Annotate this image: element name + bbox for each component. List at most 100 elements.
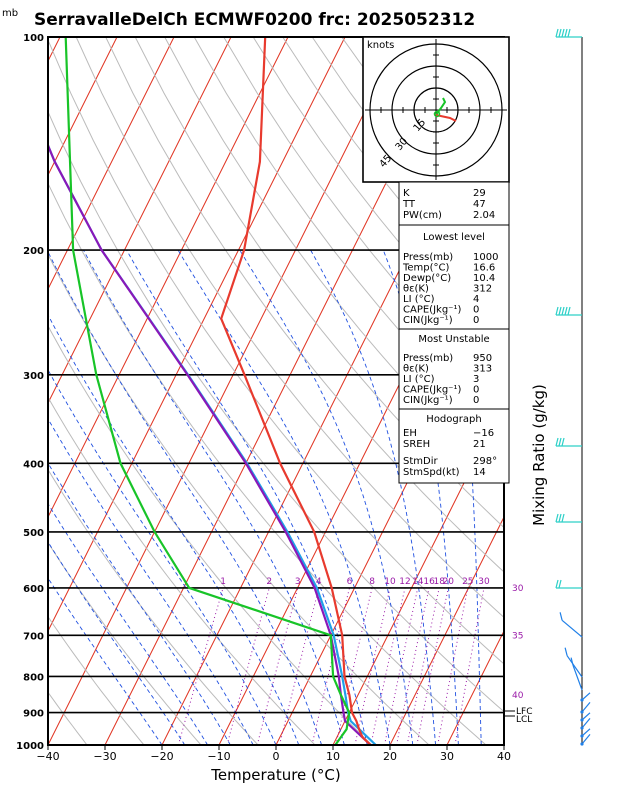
wind-barb-feather — [555, 306, 559, 316]
temperature-axis: −40 −30 −20 −10 0 10 20 30 40 — [36, 745, 511, 763]
indices-box-hodo — [398, 408, 510, 484]
indices-box-unstable — [398, 328, 510, 410]
wind-barb-staff — [566, 655, 583, 678]
temperature-tick-label: 0 — [273, 750, 280, 763]
index-label: CIN(Jkg⁻¹) — [403, 395, 453, 406]
mixing-ratio-label: 12 — [399, 577, 410, 587]
wind-barb-staff — [561, 619, 583, 638]
wind-barb-dot — [580, 726, 584, 730]
mixing-ratio-line — [279, 587, 320, 745]
isotherm-line — [0, 37, 3, 745]
moist-adiabat-line — [239, 249, 414, 745]
theta-labels: 30 35 40 — [512, 584, 524, 701]
index-value: 1000 — [473, 252, 498, 263]
indices-box-top — [398, 181, 510, 226]
isotherm-line — [389, 515, 504, 745]
wind-barb-staff — [581, 702, 591, 713]
isotherm-line — [48, 37, 232, 405]
hodograph-rings — [365, 39, 507, 180]
dry-adiabat-line — [105, 37, 504, 573]
pressure-tick-label: 300 — [23, 371, 44, 382]
index-value: 4 — [473, 294, 479, 305]
isotherm-line — [48, 37, 403, 745]
dewpoint-profile — [64, 37, 351, 745]
dry-adiabat-line — [48, 541, 202, 745]
moist-adiabat-line — [48, 250, 323, 745]
wind-barb-feather — [558, 28, 562, 38]
hodograph: knots 15 30 45 — [362, 36, 510, 183]
temperature-tick-label: 20 — [383, 750, 397, 763]
index-value: 10.4 — [473, 273, 495, 284]
sounding-profiles — [48, 37, 377, 745]
wind-barb-dot — [580, 710, 584, 714]
pressure-axis: 100 200 300 400 500 600 700 800 900 1000 — [16, 33, 44, 752]
mixing-ratio-label: 6 — [347, 577, 353, 587]
index-label: K — [403, 188, 410, 199]
dry-adiabat-line — [48, 396, 316, 745]
header: mb SerravalleDelCh ECMWF0200 frc: 202505… — [2, 8, 475, 30]
temperature-tick-label: −30 — [93, 750, 116, 763]
indices-box-lowest — [398, 224, 510, 330]
x-axis-title: Temperature (°C) — [210, 766, 340, 784]
wind-barb-feather — [561, 437, 565, 447]
temperature-tick-label: 30 — [440, 750, 454, 763]
pressure-tick-label: 500 — [23, 528, 44, 539]
dry-adiabat-line — [48, 38, 504, 665]
index-value: 3 — [473, 374, 479, 385]
index-value: 14 — [473, 467, 486, 478]
index-label: TT — [402, 199, 416, 210]
pressure-tick-label: 100 — [23, 33, 44, 44]
mixing-ratio-label: 25 — [462, 577, 473, 587]
index-value: 950 — [473, 353, 492, 364]
index-label: Press(mb) — [403, 252, 453, 263]
pressure-tick-label: 800 — [23, 672, 44, 683]
mixing-ratio-axis-title: Mixing Ratio (g/kg) — [530, 384, 548, 526]
index-label: CAPE(Jkg⁻¹) — [403, 305, 461, 316]
index-value: 29 — [473, 188, 486, 199]
temperature-tick-label: −40 — [36, 750, 59, 763]
wind-barb-dot — [580, 734, 584, 738]
wind-barb-dot — [580, 698, 584, 702]
hodograph-trace-upper — [435, 114, 457, 122]
chart-title: SerravalleDelCh ECMWF0200 frc: 202505231… — [34, 10, 475, 30]
hodograph-origin-marker — [433, 110, 441, 118]
theta-label: 30 — [512, 584, 524, 594]
wind-barb-staff — [581, 728, 591, 737]
mixing-ratio-label: 8 — [369, 577, 375, 587]
index-value: 21 — [473, 439, 486, 450]
mixing-ratio-label: 20 — [443, 577, 455, 587]
index-section-heading: Hodograph — [426, 414, 481, 425]
isotherm-line — [48, 37, 118, 177]
index-label: Temp(°C) — [402, 263, 450, 274]
wind-barb-feather — [555, 28, 559, 38]
pressure-tick-label: 900 — [23, 709, 44, 720]
temperature-tick-label: −20 — [150, 750, 173, 763]
dry-adiabat-line — [48, 253, 430, 745]
mixing-ratio-label: 4 — [316, 577, 322, 587]
mixing-ratio-label: 16 — [423, 577, 435, 587]
pressure-tick-label: 600 — [23, 584, 44, 595]
isotherm-line — [48, 37, 175, 291]
index-label: θε(K) — [403, 364, 429, 375]
dry-adiabat-line — [193, 37, 504, 443]
dry-adiabat-line — [75, 37, 504, 619]
index-section-heading: Lowest level — [423, 232, 485, 243]
moist-adiabat-line — [310, 249, 437, 745]
mixing-ratio-label: 3 — [295, 577, 301, 587]
barb-glyphs — [555, 28, 591, 746]
temperature-tick-label: 10 — [326, 750, 340, 763]
mixing-ratio-label: 14 — [412, 577, 424, 587]
index-label: StmSpd(kt) — [403, 467, 460, 478]
mixing-ratio-line — [311, 587, 350, 745]
wind-barb-feather — [558, 513, 562, 523]
wind-barb-feather — [558, 306, 562, 316]
wind-barb-staff — [581, 734, 591, 745]
pressure-tick-label: 200 — [23, 246, 44, 257]
wind-barb-feather — [567, 28, 571, 38]
index-section-heading: Most Unstable — [418, 334, 489, 345]
dry-adiabat-line — [48, 468, 259, 745]
index-label: LI (°C) — [403, 374, 435, 385]
index-value: 313 — [473, 364, 492, 375]
dry-adiabat-line — [48, 691, 88, 745]
index-label: SREH — [403, 439, 430, 450]
